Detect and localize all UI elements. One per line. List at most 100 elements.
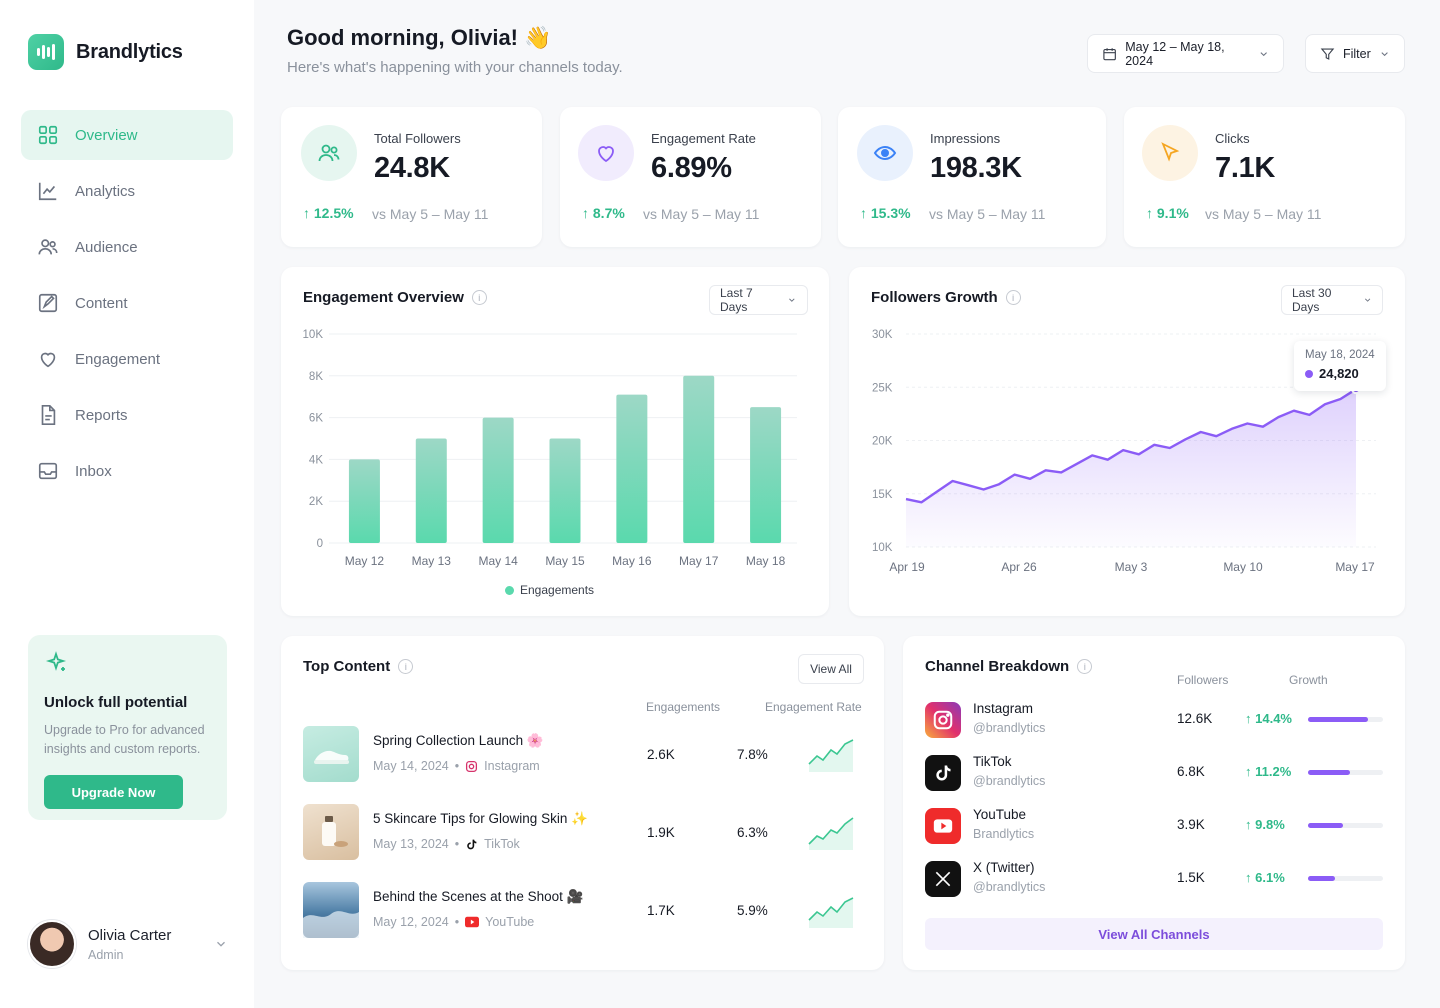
bar[interactable] [683, 375, 715, 543]
sparkline [808, 739, 854, 772]
channel-row-x-twitter[interactable]: X (Twitter) @brandlytics 1.5K ↑ 6.1% [925, 859, 1385, 899]
sidebar-item-content[interactable]: Content [21, 278, 233, 328]
stat-value: 6.89% [651, 152, 732, 184]
edit-icon [38, 293, 58, 313]
youtube-icon [465, 916, 480, 928]
followers-range-select[interactable]: Last 30 Days [1281, 285, 1383, 315]
y-tick-label: 6K [309, 413, 323, 425]
filter-button[interactable]: Filter [1305, 34, 1405, 73]
stat-card-impressions[interactable]: Impressions 198.3K ↑ 15.3% vs May 5 – Ma… [838, 107, 1106, 247]
info-icon[interactable]: i [398, 659, 414, 674]
view-all-channels-button[interactable]: View All Channels [925, 918, 1383, 950]
table-row[interactable]: 5 Skincare Tips for Glowing Skin ✨ May 1… [303, 804, 863, 860]
cursor-icon [1161, 142, 1180, 162]
bar[interactable] [348, 459, 380, 543]
table-row[interactable]: Spring Collection Launch 🌸 May 14, 2024 … [303, 726, 863, 782]
channel-row-youtube[interactable]: YouTube Brandlytics 3.9K ↑ 9.8% [925, 806, 1385, 846]
bar[interactable] [750, 407, 782, 543]
date-range-picker[interactable]: May 12 – May 18, 2024 [1087, 34, 1284, 73]
engagement-bar-chart: 0 2K 4K 6K 8K 10K May 12 May 13 May 14 May 15 May … [303, 329, 797, 568]
info-icon[interactable]: i [1005, 290, 1021, 305]
channel-growth-value: 9.8% [1255, 817, 1285, 832]
stat-compare: vs May 5 – May 11 [643, 206, 760, 222]
eye-icon [873, 145, 897, 161]
tooltip-date: May 18, 2024 [1305, 349, 1375, 361]
channel-handle: Brandlytics [973, 827, 1035, 841]
stat-compare: vs May 5 – May 11 [372, 206, 489, 222]
content-date: May 13, 2024 [373, 837, 449, 851]
engagement-range-select[interactable]: Last 7 Days [709, 285, 808, 315]
stat-card-clicks[interactable]: Clicks 7.1K ↑ 9.1% vs May 5 – May 11 [1124, 107, 1405, 247]
stat-label: Impressions [930, 131, 1001, 146]
tooltip-swatch [1305, 369, 1313, 378]
sidebar-item-inbox[interactable]: Inbox [21, 446, 233, 496]
column-header-engagement-rate: Engagement Rate [765, 700, 862, 714]
stat-icon-wrap [857, 125, 913, 181]
engagement-title: Engagement Overview [303, 289, 464, 306]
table-row[interactable]: Behind the Scenes at the Shoot 🎥 May 12,… [303, 882, 863, 938]
sidebar-item-reports[interactable]: Reports [21, 390, 233, 440]
youtube-icon [925, 808, 961, 844]
users-icon [38, 239, 58, 255]
sidebar-item-audience[interactable]: Audience [21, 222, 233, 272]
filter-icon [1320, 47, 1335, 60]
stat-icon-wrap [301, 125, 357, 181]
card-title: Followers Growth i [871, 289, 1021, 306]
channel-growth: ↑ 11.2% [1245, 764, 1292, 779]
chevron-down-icon [1381, 51, 1388, 56]
channel-growth: ↑ 9.8% [1245, 817, 1285, 832]
sidebar: Brandlytics Overview Analytics Audience … [0, 0, 254, 1008]
content-title: 5 Skincare Tips for Glowing Skin ✨ [373, 811, 588, 826]
brand-name: Brandlytics [76, 40, 183, 63]
sidebar-item-label: Overview [75, 126, 138, 144]
info-icon[interactable]: i [471, 290, 487, 305]
user-profile[interactable]: Olivia Carter Admin [28, 920, 228, 968]
channel-growth-value: 11.2% [1255, 764, 1292, 779]
sidebar-item-analytics[interactable]: Analytics [21, 166, 233, 216]
bar[interactable] [482, 417, 514, 543]
sidebar-item-label: Content [75, 294, 128, 312]
channel-row-instagram[interactable]: Instagram @brandlytics 12.6K ↑ 14.4% [925, 700, 1385, 740]
content-meta: May 12, 2024 • YouTube [373, 915, 535, 929]
bar[interactable] [415, 438, 447, 544]
promo-title: Unlock full potential [44, 694, 188, 711]
stat-delta: ↑ 15.3% [860, 205, 911, 221]
legend-swatch [505, 585, 514, 595]
upgrade-now-button[interactable]: Upgrade Now [44, 775, 183, 809]
chevron-down-icon[interactable] [214, 937, 228, 951]
channel-share-fill [1308, 717, 1368, 722]
channel-growth-value: 14.4% [1255, 711, 1292, 726]
x-tick-label: Apr 19 [889, 560, 925, 574]
sidebar-item-engagement[interactable]: Engagement [21, 334, 233, 384]
y-tick-label: 30K [872, 329, 893, 341]
bar[interactable] [616, 394, 648, 543]
followers-line[interactable] [905, 388, 1357, 504]
content-rate: 6.3% [737, 825, 768, 840]
channel-row-tiktok[interactable]: TikTok @brandlytics 6.8K ↑ 11.2% [925, 753, 1385, 793]
content-channel: Instagram [484, 759, 540, 773]
stat-card-followers[interactable]: Total Followers 24.8K ↑ 12.5% vs May 5 –… [281, 107, 542, 247]
content-thumbnail [303, 726, 359, 782]
stat-label: Clicks [1215, 131, 1250, 146]
bar[interactable] [549, 438, 581, 544]
file-icon [41, 405, 56, 425]
content-meta: May 13, 2024 • TikTok [373, 837, 520, 851]
heart-icon [40, 352, 56, 368]
view-all-button[interactable]: View All [798, 654, 864, 684]
content-date: May 14, 2024 [373, 759, 449, 773]
column-header-growth: Growth [1289, 673, 1328, 687]
info-icon[interactable]: i [1077, 659, 1093, 674]
instagram-icon [925, 702, 961, 738]
sidebar-item-label: Inbox [75, 462, 112, 480]
channel-breakdown-card: Channel Breakdown i Followers Growth Ins… [903, 636, 1405, 970]
stat-card-engagement-rate[interactable]: Engagement Rate 6.89% ↑ 8.7% vs May 5 – … [560, 107, 821, 247]
content-meta: May 14, 2024 • Instagram [373, 759, 540, 773]
y-tick-label: 2K [309, 496, 323, 508]
brand[interactable]: Brandlytics [28, 34, 183, 70]
inbox-icon [38, 462, 58, 480]
heart-icon [598, 146, 614, 163]
stat-delta: ↑ 9.1% [1146, 205, 1189, 221]
content-engagements: 1.7K [647, 903, 675, 918]
sidebar-item-overview[interactable]: Overview [21, 110, 233, 160]
promo-text: Upgrade to Pro for advanced insights and… [44, 723, 205, 756]
